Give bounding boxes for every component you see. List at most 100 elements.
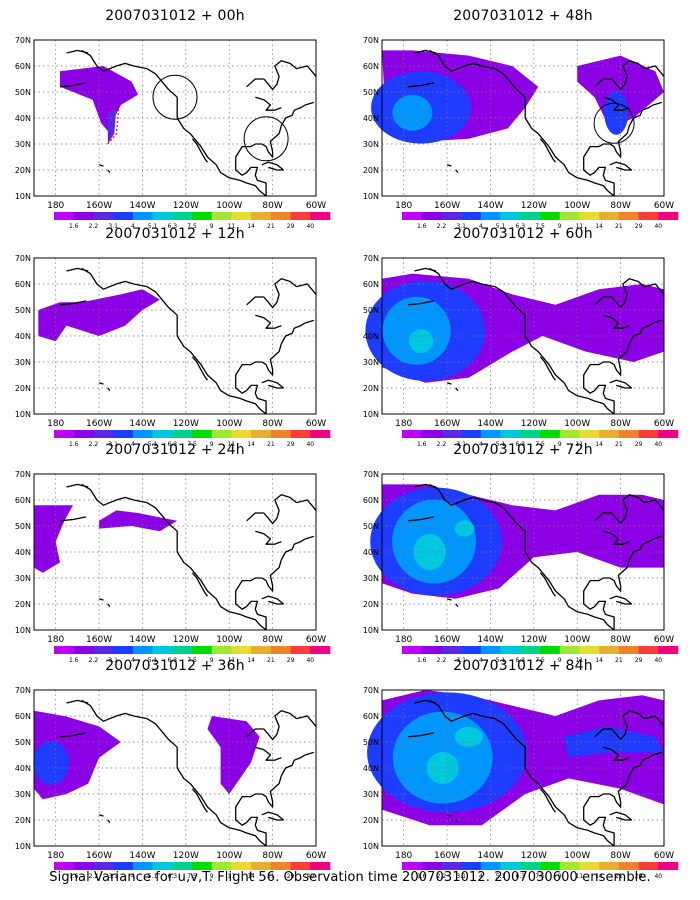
colorbar-swatch	[251, 430, 272, 438]
variance-shade	[34, 505, 73, 573]
y-tick-label: 30N	[363, 140, 379, 149]
x-tick-label: 120W	[521, 419, 547, 429]
colorbar-swatch	[618, 862, 639, 870]
map-panel-24h: 2007031012 + 24h 180 160W 140W 120W 100W 80W 6…	[10, 442, 340, 664]
colorbar-label: 6.3	[516, 223, 526, 230]
colorbar-label: 6.3	[168, 873, 178, 880]
colorbar-swatch	[172, 862, 193, 870]
colorbar-label: 5.1	[496, 657, 506, 664]
colorbar-swatch	[172, 212, 193, 220]
x-tick-label: 160W	[86, 201, 112, 211]
colorbar-label: 14	[247, 223, 255, 230]
colorbar-swatch	[618, 430, 639, 438]
x-tick-label: 120W	[521, 201, 547, 211]
colorbar: 1.6 2.2 3.1 4 5.1 6.3 7.5 9 11 14 21 29 40	[402, 862, 679, 880]
colorbar-swatch	[211, 646, 232, 654]
colorbar-label: 6.3	[516, 873, 526, 880]
colorbar-label: 14	[595, 223, 603, 230]
colorbar-swatch	[500, 430, 521, 438]
map-plot: 180 160W 140W 120W 100W 80W 60W 10N 20N 30N 40N 50N…	[363, 470, 679, 664]
x-tick-label: 80W	[610, 851, 630, 861]
coastline-segment	[583, 319, 662, 414]
colorbar-label: 11	[576, 873, 584, 880]
colorbar-label: 1.6	[69, 441, 79, 448]
y-tick-label: 40N	[363, 764, 379, 773]
coastline-segment	[539, 356, 557, 381]
x-tick-label: 160W	[434, 635, 460, 645]
colorbar-label: 21	[615, 223, 623, 230]
variance-core	[392, 94, 433, 131]
map-panel-84h: 2007031012 + 84h 180 160W 140W 120W 100W 80W 6…	[358, 658, 688, 880]
colorbar-label: 2.2	[437, 441, 447, 448]
x-tick-label: 120W	[521, 851, 547, 861]
colorbar-swatch	[152, 212, 173, 220]
map-panel-72h: 2007031012 + 72h 180 160W 140W 120W 100W 80W 6…	[358, 442, 688, 664]
colorbar-label: 1.6	[417, 441, 427, 448]
coastline-segment	[246, 494, 317, 525]
colorbar-swatch	[231, 430, 252, 438]
coastline-segment	[246, 710, 317, 741]
colorbar-swatch	[251, 646, 272, 654]
colorbar-label: 3.1	[456, 223, 466, 230]
colorbar-swatch	[290, 430, 311, 438]
colorbar-swatch	[480, 212, 501, 220]
colorbar: 1.6 2.2 3.1 4 5.1 6.3 7.5 9 11 14 21 29 40	[54, 430, 331, 448]
coastline-segment	[594, 278, 665, 309]
colorbar-label: 1.6	[417, 223, 427, 230]
colorbar-label: 29	[635, 441, 643, 448]
x-tick-label: 100W	[564, 201, 590, 211]
x-tick-label: 160W	[434, 851, 460, 861]
colorbar-swatch	[579, 862, 600, 870]
coastline-segment	[98, 598, 104, 601]
colorbar-label: 40	[306, 441, 314, 448]
colorbar-swatch	[421, 430, 442, 438]
coastline-segment	[59, 82, 87, 88]
colorbar-label: 7.5	[535, 441, 545, 448]
coastline-segment	[446, 598, 452, 601]
colorbar-swatch	[520, 646, 541, 654]
colorbar-swatch	[402, 212, 423, 220]
colorbar-swatch	[421, 646, 442, 654]
colorbar-label: 2.2	[89, 873, 99, 880]
colorbar-swatch	[172, 646, 193, 654]
colorbar-label: 9	[210, 441, 214, 448]
x-tick-label: 80W	[610, 419, 630, 429]
colorbar-swatch	[638, 212, 659, 220]
colorbar-label: 29	[635, 223, 643, 230]
variance-field	[34, 505, 178, 573]
coastline-segment	[66, 267, 89, 272]
coastline-segment	[609, 379, 633, 389]
coastline-segment	[66, 483, 89, 488]
colorbar-swatch	[192, 646, 213, 654]
colorbar-label: 40	[306, 873, 314, 880]
colorbar-label: 7.5	[187, 223, 197, 230]
variance-shade	[99, 510, 178, 532]
coastline-segment	[261, 811, 285, 821]
colorbar-label: 5.1	[148, 657, 158, 664]
panel-title: 2007031012 + 60h	[453, 226, 593, 242]
colorbar-swatch	[461, 430, 482, 438]
coastline-segment	[429, 483, 615, 631]
x-tick-label: 80W	[262, 635, 282, 645]
colorbar-label: 21	[615, 657, 623, 664]
x-tick-label: 100W	[216, 851, 242, 861]
y-tick-label: 60N	[363, 280, 379, 289]
colorbar-swatch	[500, 862, 521, 870]
coastline-segment	[414, 699, 437, 704]
colorbar-swatch	[270, 862, 291, 870]
colorbar-swatch	[559, 646, 580, 654]
colorbar-swatch	[113, 430, 134, 438]
coastline-segment	[609, 811, 633, 821]
colorbar-swatch	[658, 646, 679, 654]
coastline-segment	[407, 732, 435, 738]
colorbar-swatch	[132, 646, 153, 654]
x-tick-label: 100W	[216, 201, 242, 211]
coastline-segment	[455, 603, 459, 608]
colorbar-label: 21	[267, 223, 275, 230]
colorbar-swatch	[211, 212, 232, 220]
colorbar-swatch	[93, 862, 114, 870]
colorbar-swatch	[402, 430, 423, 438]
colorbar-label: 40	[654, 223, 662, 230]
coastline-segment	[255, 530, 282, 545]
colorbar-swatch	[310, 430, 331, 438]
